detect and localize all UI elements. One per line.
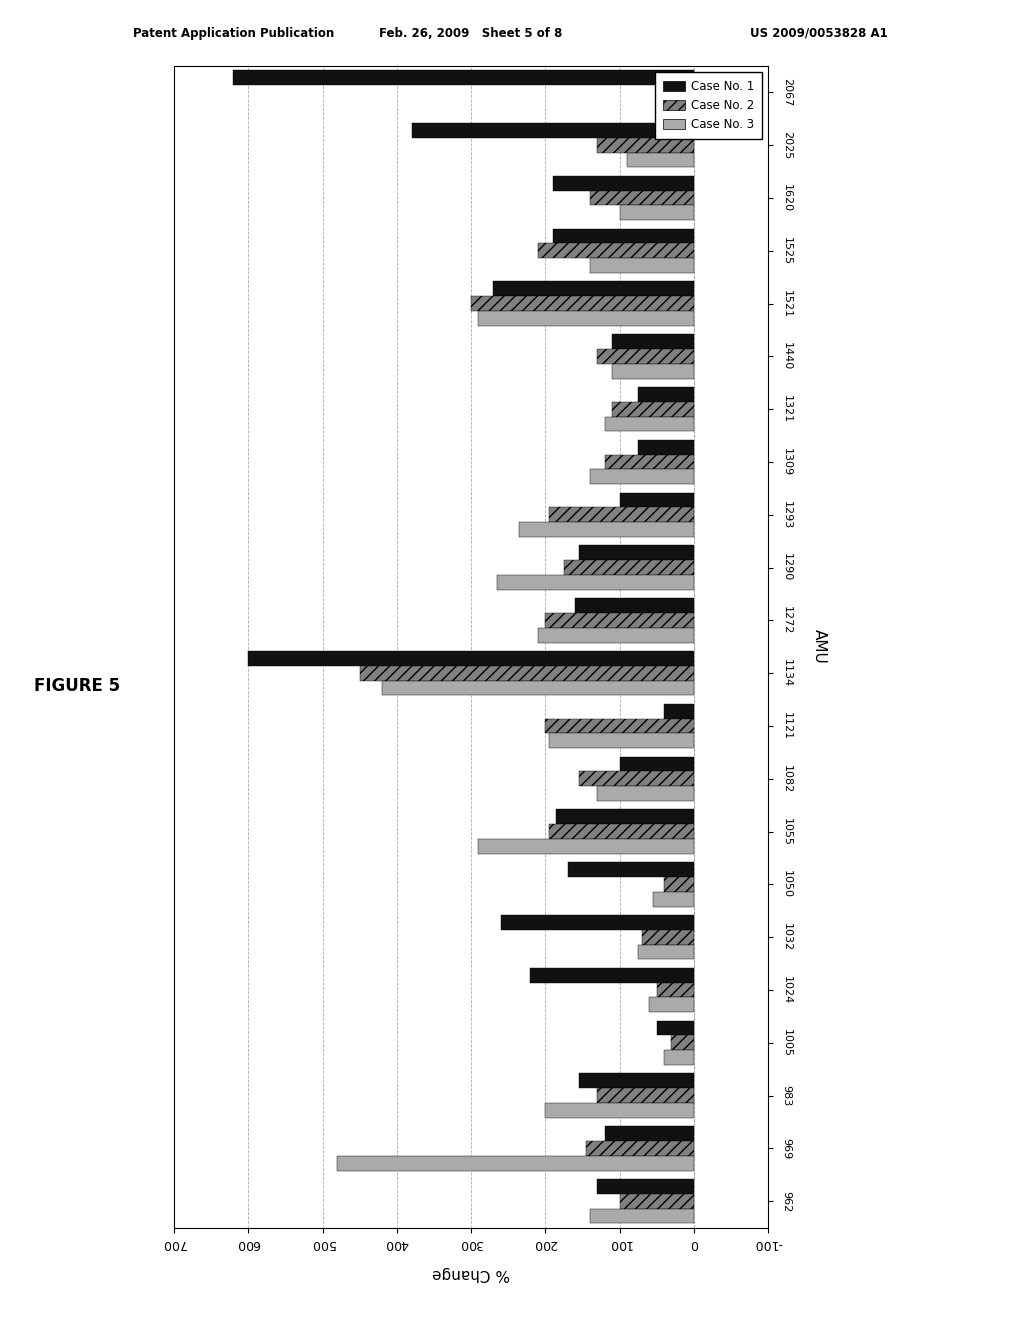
Bar — [620, 756, 694, 771]
Bar — [656, 982, 694, 998]
Bar — [597, 1179, 694, 1193]
Bar — [612, 334, 694, 348]
Bar — [553, 228, 694, 243]
Bar — [627, 153, 694, 168]
Bar — [683, 100, 694, 115]
Bar — [590, 470, 694, 484]
Bar — [664, 704, 694, 718]
Bar — [233, 70, 694, 84]
Bar — [638, 387, 694, 401]
Bar — [597, 348, 694, 364]
X-axis label: % Change: % Change — [432, 1266, 510, 1282]
Bar — [382, 681, 694, 696]
Legend: Case No. 1, Case No. 2, Case No. 3: Case No. 1, Case No. 2, Case No. 3 — [655, 71, 762, 139]
Y-axis label: AMU: AMU — [811, 630, 826, 664]
Bar — [620, 1193, 694, 1209]
Bar — [649, 998, 694, 1012]
Bar — [412, 123, 694, 137]
Text: Patent Application Publication: Patent Application Publication — [133, 26, 335, 40]
Text: US 2009/0053828 A1: US 2009/0053828 A1 — [751, 26, 888, 40]
Bar — [338, 1156, 694, 1171]
Bar — [471, 296, 694, 312]
Bar — [519, 523, 694, 537]
Bar — [497, 576, 694, 590]
Bar — [597, 137, 694, 153]
Bar — [545, 1104, 694, 1118]
Bar — [549, 507, 694, 523]
Bar — [604, 417, 694, 432]
Bar — [359, 665, 694, 681]
Bar — [538, 628, 694, 643]
Bar — [579, 1073, 694, 1088]
Bar — [620, 206, 694, 220]
Bar — [590, 1209, 694, 1224]
Text: Feb. 26, 2009   Sheet 5 of 8: Feb. 26, 2009 Sheet 5 of 8 — [379, 26, 563, 40]
Bar — [590, 259, 694, 273]
Bar — [620, 492, 694, 507]
Bar — [478, 840, 694, 854]
Bar — [545, 612, 694, 628]
Bar — [478, 312, 694, 326]
Bar — [564, 560, 694, 576]
Bar — [638, 945, 694, 960]
Bar — [612, 401, 694, 417]
Bar — [494, 281, 694, 296]
Bar — [549, 824, 694, 840]
Bar — [549, 734, 694, 748]
Bar — [579, 771, 694, 787]
Bar — [612, 364, 694, 379]
Bar — [638, 440, 694, 454]
Text: FIGURE 5: FIGURE 5 — [34, 677, 120, 696]
Bar — [545, 718, 694, 734]
Bar — [556, 809, 694, 824]
Bar — [249, 651, 694, 665]
Bar — [553, 176, 694, 190]
Bar — [672, 84, 694, 100]
Bar — [604, 1126, 694, 1140]
Bar — [590, 190, 694, 206]
Bar — [664, 876, 694, 892]
Bar — [586, 1140, 694, 1156]
Bar — [530, 968, 694, 982]
Bar — [597, 787, 694, 801]
Bar — [604, 454, 694, 470]
Bar — [567, 862, 694, 876]
Bar — [538, 243, 694, 259]
Bar — [642, 929, 694, 945]
Bar — [579, 545, 694, 560]
Bar — [575, 598, 694, 612]
Bar — [501, 915, 694, 929]
Bar — [656, 1020, 694, 1035]
Bar — [672, 1035, 694, 1051]
Bar — [664, 1051, 694, 1065]
Bar — [597, 1088, 694, 1104]
Bar — [653, 892, 694, 907]
